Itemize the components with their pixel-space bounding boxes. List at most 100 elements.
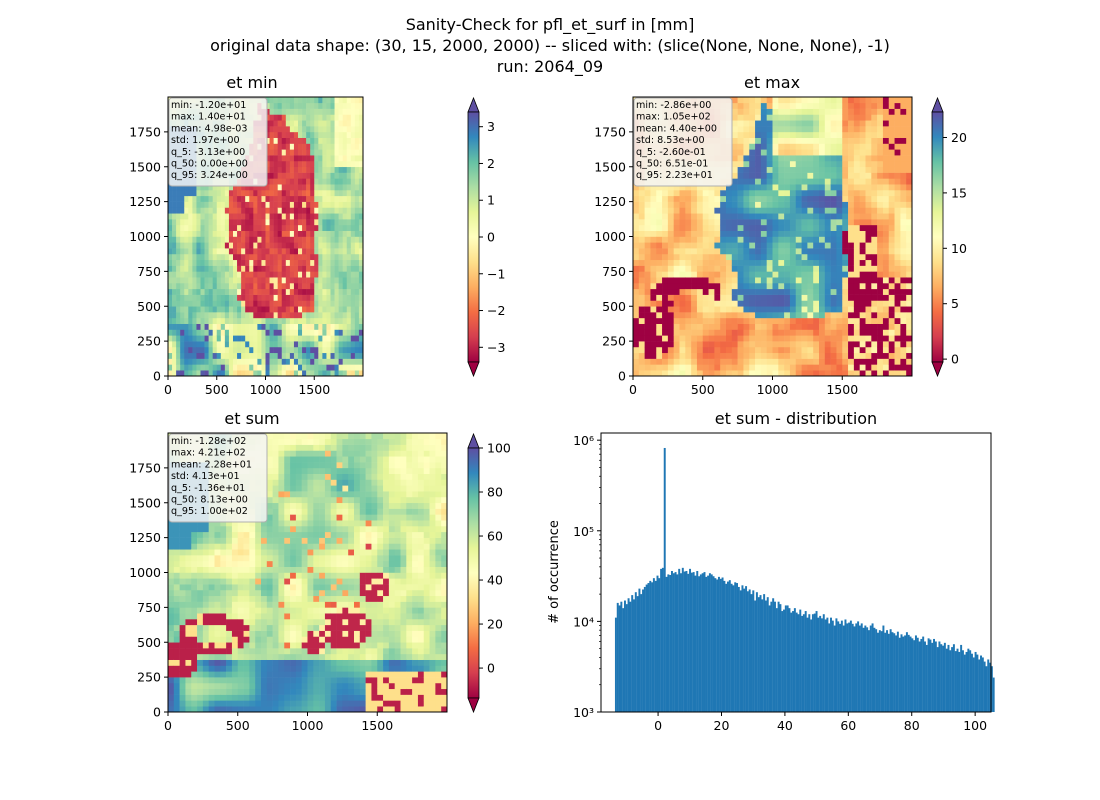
heatmap-cell	[191, 624, 198, 631]
heatmap-cell	[192, 288, 197, 295]
y-tick-label: 1500	[594, 159, 626, 174]
heatmap-cell	[346, 341, 352, 348]
heatmap-cell	[314, 364, 319, 371]
heatmap-cell	[253, 283, 258, 290]
heatmap-cell	[191, 642, 198, 649]
heatmap-cell	[726, 346, 733, 354]
heatmap-cell	[224, 248, 230, 255]
heatmap-cell	[842, 370, 849, 377]
heatmap-cell	[842, 190, 849, 197]
heatmap-cell	[656, 306, 663, 313]
heatmap-cell	[685, 294, 692, 301]
heatmap-cell	[731, 219, 738, 226]
heatmap-cell	[848, 102, 855, 109]
heatmap-cell	[334, 259, 339, 266]
heatmap-cell	[888, 172, 895, 179]
heatmap-cell	[314, 317, 319, 324]
heatmap-cell	[766, 102, 773, 109]
heatmap-cell	[322, 277, 327, 284]
heatmap-cell	[900, 166, 907, 173]
heatmap-cell	[237, 283, 242, 290]
heatmap-cell	[830, 149, 837, 156]
heatmap-cell	[265, 335, 270, 342]
heatmap-cell	[265, 236, 270, 243]
heatmap-cell	[184, 259, 189, 266]
heatmap-cell	[900, 172, 907, 179]
heatmap-cell	[204, 224, 209, 231]
heatmap-cell	[245, 236, 250, 243]
heatmap-cell	[726, 317, 733, 324]
heatmap-cell	[302, 178, 307, 185]
heatmap-cell	[168, 236, 173, 243]
heatmap-cell	[200, 259, 205, 266]
heatmap-cell	[220, 219, 226, 226]
heatmap-cell	[196, 323, 201, 330]
heatmap-cell	[731, 230, 738, 237]
heatmap-cell	[696, 294, 704, 301]
heatmap-cell	[253, 248, 258, 255]
heatmap-cell	[702, 271, 709, 278]
heatmap-cell	[662, 300, 669, 307]
heatmap-cell	[853, 259, 860, 266]
heatmap-cell	[298, 271, 303, 278]
heatmap-cell	[755, 306, 762, 313]
heatmap-cell	[338, 137, 343, 144]
heatmap-cell	[298, 114, 303, 121]
heatmap-cell	[185, 549, 192, 556]
stats-box-frame	[168, 97, 268, 187]
heatmap-cell	[273, 329, 278, 336]
heatmap-cell	[350, 178, 356, 185]
heatmap-cell	[801, 143, 808, 150]
heatmap-cell	[795, 114, 802, 121]
heatmap-cell	[865, 358, 872, 365]
heatmap-cell	[180, 312, 185, 319]
heatmap-cell	[197, 595, 204, 602]
heatmap-cell	[179, 630, 186, 637]
heatmap-cell	[813, 236, 820, 243]
heatmap-cell	[318, 236, 323, 243]
heatmap-cell	[877, 358, 884, 365]
heatmap-cell	[830, 323, 837, 330]
heatmap-cell	[766, 184, 773, 191]
heatmap-cell	[237, 253, 242, 261]
heatmap-cell	[306, 352, 311, 359]
heatmap-cell	[334, 335, 339, 342]
heatmap-cell	[298, 108, 303, 115]
heatmap-cell	[314, 370, 319, 377]
heatmap-cell	[342, 253, 348, 261]
heatmap-cell	[180, 224, 185, 231]
heatmap-cell	[192, 201, 197, 208]
heatmap-cell	[257, 207, 262, 214]
heatmap-cell	[871, 300, 878, 307]
heatmap-cell	[176, 184, 181, 191]
heatmap-cell	[906, 137, 913, 144]
heatmap-cell	[197, 543, 204, 550]
heatmap-cell	[888, 329, 895, 336]
heatmap-cell	[334, 253, 339, 261]
heatmap-cell	[265, 346, 270, 354]
heatmap-cell	[293, 358, 299, 365]
heatmap-cell	[197, 613, 204, 620]
heatmap-cell	[859, 312, 866, 319]
heatmap-cell	[216, 329, 222, 336]
heatmap-cell	[726, 323, 733, 330]
heatmap-cell	[673, 329, 680, 336]
heatmap-cell	[358, 248, 364, 255]
heatmap-cell	[197, 572, 204, 579]
heatmap-cell	[726, 283, 733, 290]
heatmap-cell	[326, 120, 331, 127]
heatmap-cell	[702, 346, 709, 354]
heatmap-cell	[237, 358, 242, 365]
heatmap-cell	[644, 219, 651, 226]
heatmap-cell	[813, 190, 820, 197]
heatmap-cell	[253, 294, 258, 301]
heatmap-cell	[842, 352, 849, 359]
heatmap-cell	[220, 288, 226, 295]
heatmap-cell	[330, 306, 335, 313]
heatmap-cell	[334, 277, 339, 284]
heatmap-cell	[191, 671, 198, 678]
heatmap-cell	[859, 271, 866, 278]
heatmap-cell	[673, 312, 680, 319]
heatmap-cell	[298, 224, 303, 231]
heatmap-cell	[673, 230, 680, 237]
